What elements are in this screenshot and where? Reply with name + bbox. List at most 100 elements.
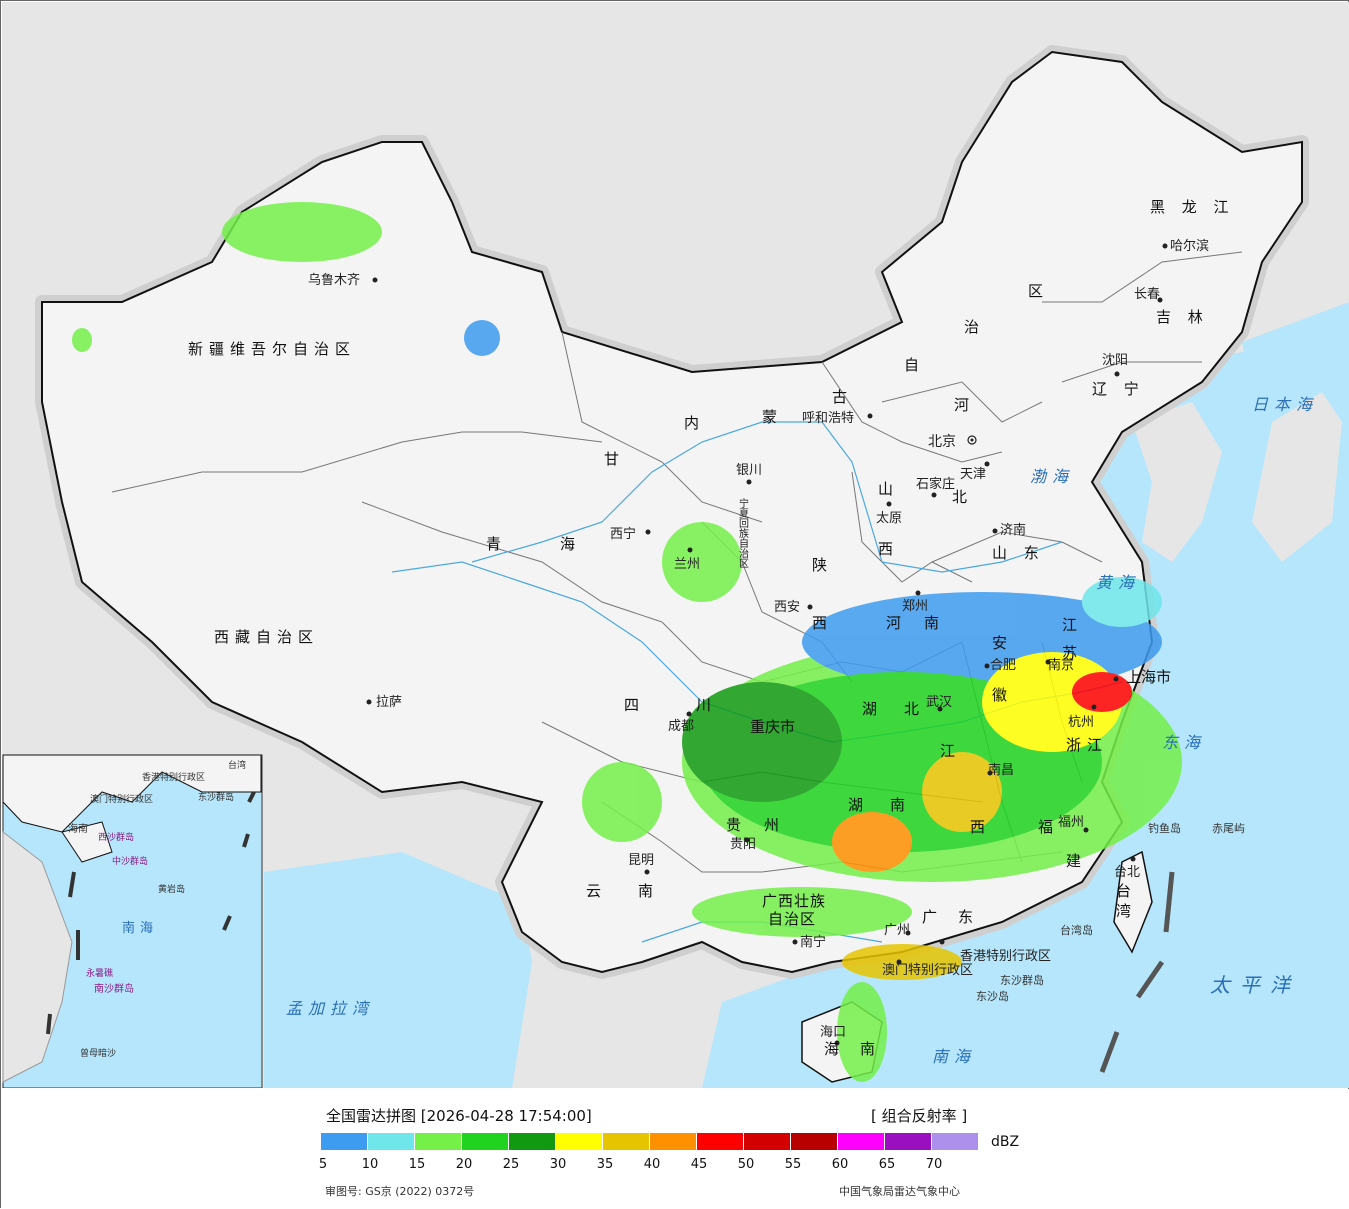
region-fujian-1: 福 <box>1038 818 1059 836</box>
inset-xisha: 西沙群岛 <box>98 831 134 843</box>
color-swatch <box>744 1133 790 1150</box>
region-jiangsu-1: 江 <box>1062 616 1083 634</box>
city-label: 西安 <box>774 600 800 615</box>
region-hainan-2: 南 <box>860 1040 881 1058</box>
south-china-sea-inset: 南海 中沙群岛 黄岩岛 永暑礁 南沙群岛 曾母暗沙 西沙群岛 海南 东沙群岛 台… <box>2 754 263 1088</box>
color-scale-tick: 70 <box>925 1157 943 1172</box>
region-ningxia: 宁夏回族自治区 <box>737 497 749 568</box>
region-neimenggu-6: 区 <box>1028 282 1049 300</box>
inset-hainan: 海南 <box>68 822 88 835</box>
region-shaanxi-2: 西 <box>812 614 833 632</box>
region-liaoning: 辽 宁 <box>1092 380 1145 398</box>
city-label: 杭州 <box>1068 715 1094 730</box>
region-taiwan-2: 湾 <box>1116 902 1137 920</box>
ocean-bay-bengal <box>264 852 532 1088</box>
source-label: 中国气象局雷达气象中心 <box>839 1185 960 1198</box>
city-label: 乌鲁木齐 <box>308 272 360 288</box>
region-shandong: 山 东 <box>992 544 1045 562</box>
region-jiangxi-2: 西 <box>970 818 991 836</box>
region-guangxi-2: 自治区 <box>768 910 816 928</box>
region-henan-1: 河 <box>886 614 907 632</box>
color-swatch <box>321 1133 367 1150</box>
city-label: 武汉 <box>926 695 952 710</box>
region-xizang: 西藏自治区 <box>214 628 319 646</box>
sea-huanghai: 黄海 <box>1096 573 1140 592</box>
sea-nanhai: 南海 <box>932 1047 976 1066</box>
city-label: 南京 <box>1048 657 1074 673</box>
city-label: 昆明 <box>628 853 654 868</box>
region-yunnan-1: 云 <box>586 882 607 900</box>
unit-label: dBZ <box>991 1134 1020 1150</box>
map-title: 全国雷达拼图 [2026-04-28 17:54:00] <box>326 1107 592 1125</box>
sea-donghai: 东海 <box>1162 733 1206 752</box>
region-taiwan-1: 台 <box>1116 882 1137 900</box>
color-swatch <box>462 1133 508 1150</box>
product-name: [ 组合反射率 ] <box>871 1107 968 1125</box>
region-hainan-1: 海 <box>824 1040 845 1058</box>
color-swatch <box>509 1133 555 1150</box>
region-guizhou-1: 贵 <box>726 816 747 834</box>
region-shanghai: 上海市 <box>1126 668 1171 686</box>
island-label: 钓鱼岛 <box>1148 821 1181 835</box>
color-swatch <box>603 1133 649 1150</box>
region-henan-2: 南 <box>924 614 945 632</box>
inset-taiwan: 台湾 <box>228 759 246 771</box>
city-label: 太原 <box>876 511 902 526</box>
inset-zhongsha: 中沙群岛 <box>112 855 148 867</box>
color-swatch <box>791 1133 837 1150</box>
island-label: 台湾岛 <box>1060 923 1093 937</box>
region-heilongjiang: 黑 龙 江 <box>1150 198 1235 216</box>
region-anhui-1: 安 <box>992 634 1013 652</box>
region-neimenggu-5: 治 <box>964 318 985 336</box>
island-label: 东沙岛 <box>976 989 1009 1003</box>
color-scale-tick: 55 <box>784 1157 802 1172</box>
color-scale-tick: 35 <box>596 1157 614 1172</box>
radar-echoes <box>72 202 1182 1082</box>
city-label: 拉萨 <box>376 695 402 710</box>
region-hunan-2: 南 <box>890 796 911 814</box>
city-label: 福州 <box>1058 815 1084 830</box>
inset-macau: 澳门特别行政区 <box>90 793 153 805</box>
region-sichuan-2: 川 <box>696 696 717 714</box>
inset-huangyan: 黄岩岛 <box>158 883 185 895</box>
region-shaanxi-1: 陕 <box>812 556 833 574</box>
region-hubei-2: 北 <box>904 700 925 718</box>
color-scale-tick: 30 <box>549 1157 567 1172</box>
sea-labels: 渤海 黄海 东海 南海 日本海 太平洋 孟加拉湾 <box>286 395 1312 1066</box>
inset-nansha: 南沙群岛 <box>94 982 134 995</box>
color-swatch <box>650 1133 696 1150</box>
color-swatch <box>885 1133 931 1150</box>
region-shanxi-1: 山 <box>878 480 899 498</box>
region-xinjiang: 新疆维吾尔自治区 <box>188 340 356 358</box>
region-qinghai-b: 海 <box>560 535 581 553</box>
color-swatch <box>932 1133 978 1150</box>
region-hebei-2: 北 <box>952 488 973 506</box>
japan <box>1252 392 1342 562</box>
island-labels: 钓鱼岛 赤尾屿 台湾岛 东沙群岛 东沙岛 <box>976 821 1245 1003</box>
city-label: 沈阳 <box>1102 353 1128 368</box>
color-scale-tick: 10 <box>361 1157 379 1172</box>
inset-zengmu: 曾母暗沙 <box>80 1047 116 1059</box>
city-label: 广州 <box>884 923 910 938</box>
city-label: 哈尔滨 <box>1170 238 1209 254</box>
region-qinghai-a: 青 <box>486 535 507 553</box>
region-anhui-2: 徽 <box>992 686 1013 704</box>
inset-hk: 香港特别行政区 <box>142 771 205 783</box>
city-labels: 乌鲁木齐 拉萨 西宁 兰州 银川 呼和浩特 石家庄 太原 济南 郑州 西安 成都… <box>308 238 1209 1040</box>
inset-nanhai: 南海 <box>122 920 158 936</box>
inset-dongsha: 东沙群岛 <box>198 791 234 803</box>
color-scale-tick: 65 <box>878 1157 896 1172</box>
taiwan-island <box>1113 850 1153 954</box>
color-scale-tick: 45 <box>690 1157 708 1172</box>
island-label: 赤尾屿 <box>1212 822 1245 835</box>
region-shanxi-2: 西 <box>878 540 899 558</box>
region-labels: 新疆维吾尔自治区 西藏自治区 青 海 甘 内 蒙 古 自 治 区 黑 龙 江 吉… <box>188 198 1235 1058</box>
maritime-boundaries <box>1099 871 1175 1073</box>
region-neimenggu-4: 自 <box>904 356 925 374</box>
color-scale-tick: 40 <box>643 1157 661 1172</box>
city-label: 台北 <box>1114 865 1140 880</box>
color-scale-tick: 50 <box>737 1157 755 1172</box>
region-zhejiang: 浙江 <box>1066 736 1108 754</box>
city-label: 南宁 <box>800 934 826 950</box>
